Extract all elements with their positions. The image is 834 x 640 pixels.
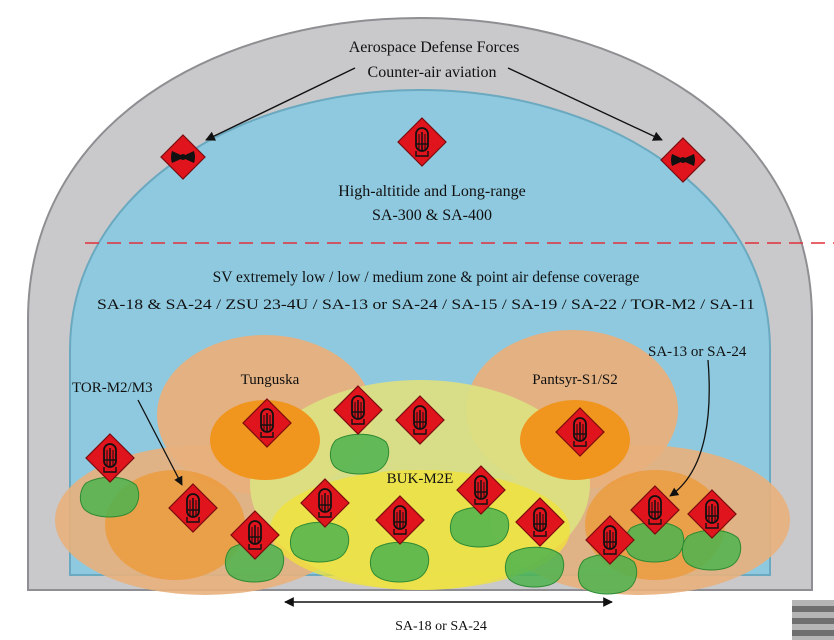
tor-inner-zone [105, 470, 245, 580]
buk-label: BUK-M2E [387, 471, 454, 487]
sa13-label: SA-13 or SA-24 [648, 344, 747, 360]
manpads-label: SA-18 or SA-24 [395, 619, 487, 634]
cropped-object [792, 600, 834, 640]
tor-label: TOR-M2/M3 [72, 380, 153, 396]
manpads-zone [329, 433, 390, 475]
high-altitude-systems-label: SA-300 & SA-400 [372, 207, 492, 224]
aerospace-label: Aerospace Defense Forces [349, 39, 520, 56]
counter-air-label: Counter-air aviation [368, 64, 497, 81]
manpads-zone [369, 541, 430, 583]
high-altitude-label: High-altitide and Long-range [338, 183, 526, 200]
manpads-zone [504, 546, 565, 588]
manpads-zone [289, 521, 350, 563]
counter-air-arrows [205, 67, 663, 141]
tunguska-label: Tunguska [241, 372, 300, 388]
sa13-arrow [669, 359, 710, 497]
manpads-zone [79, 476, 140, 518]
sv-systems-label: SA-18 & SA-24 / ZSU 23-4U / SA-13 or SA-… [97, 297, 755, 313]
sv-coverage-label: SV extremely low / low / medium zone & p… [213, 269, 640, 286]
tor-arrow [137, 399, 183, 486]
pantsyr-label: Pantsyr-S1/S2 [532, 372, 618, 388]
